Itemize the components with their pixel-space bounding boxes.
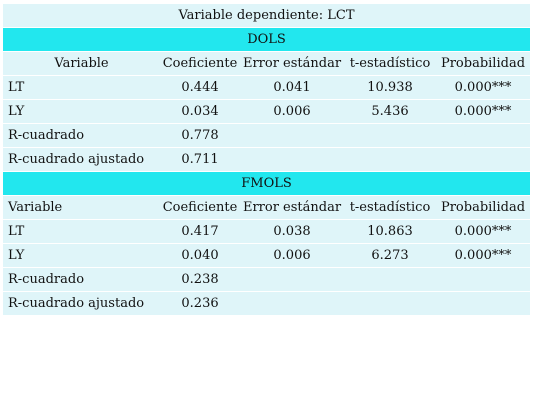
coef-value: 0.444 (181, 80, 219, 95)
t-value (344, 124, 436, 147)
header-probabilidad: Probabilidad (440, 56, 526, 71)
row-label: R-cuadrado (8, 272, 85, 287)
section-title: FMOLS (241, 176, 292, 191)
coef-value: 0.778 (181, 128, 219, 143)
table-title-row: Variable dependiente: LCT (3, 4, 530, 28)
section-header-dols: DOLS (3, 28, 530, 52)
coef-value: 0.236 (181, 296, 219, 311)
row-label: R-cuadrado ajustado (8, 152, 145, 167)
header-error: Error estándar (242, 56, 342, 71)
coef-value: 0.034 (181, 104, 219, 119)
coef-value: 0.711 (181, 152, 219, 167)
table-row: R-cuadrado ajustado 0.236 (3, 292, 530, 316)
prob-value (436, 148, 530, 171)
prob-value: 0.000*** (454, 104, 512, 119)
table-row: LT 0.417 0.038 10.863 0.000*** (3, 220, 530, 244)
t-value: 6.273 (371, 248, 409, 263)
header-t: t-estadístico (349, 56, 431, 71)
table-title: Variable dependiente: LCT (178, 8, 355, 23)
error-value: 0.006 (273, 248, 311, 263)
table-row: R-cuadrado ajustado 0.711 (3, 148, 530, 172)
section-header-fmols: FMOLS (3, 172, 530, 196)
table-row: LY 0.040 0.006 6.273 0.000*** (3, 244, 530, 268)
header-variable: Variable (8, 200, 63, 215)
error-value: 0.006 (273, 104, 311, 119)
t-value: 5.436 (371, 104, 409, 119)
t-value (344, 148, 436, 171)
row-label: LT (8, 80, 25, 95)
coef-value: 0.040 (181, 248, 219, 263)
header-coeficiente: Coeficiente (162, 200, 238, 215)
column-header-row: Variable Coeficiente Error estándar t-es… (3, 52, 530, 76)
prob-value: 0.000*** (454, 224, 512, 239)
column-header-row: Variable Coeficiente Error estándar t-es… (3, 196, 530, 220)
t-value (344, 268, 436, 291)
row-label: R-cuadrado (8, 128, 85, 143)
results-table: Variable dependiente: LCT DOLS Variable … (3, 4, 530, 316)
row-label: LT (8, 224, 25, 239)
row-label: LY (8, 104, 25, 119)
prob-value (436, 292, 530, 315)
table-row: LY 0.034 0.006 5.436 0.000*** (3, 100, 530, 124)
t-value: 10.938 (367, 80, 413, 95)
table-row: R-cuadrado 0.238 (3, 268, 530, 292)
coef-value: 0.238 (181, 272, 219, 287)
error-value: 0.038 (273, 224, 311, 239)
error-value (240, 124, 344, 147)
t-value: 10.863 (367, 224, 413, 239)
header-variable: Variable (54, 56, 109, 71)
prob-value: 0.000*** (454, 80, 512, 95)
header-t: t-estadístico (349, 200, 431, 215)
section-title: DOLS (247, 32, 286, 47)
t-value (344, 292, 436, 315)
row-label: R-cuadrado ajustado (8, 296, 145, 311)
table-row: LT 0.444 0.041 10.938 0.000*** (3, 76, 530, 100)
table-row: R-cuadrado 0.778 (3, 124, 530, 148)
error-value: 0.041 (273, 80, 311, 95)
header-error: Error estándar (242, 200, 342, 215)
coef-value: 0.417 (181, 224, 219, 239)
prob-value: 0.000*** (454, 248, 512, 263)
header-probabilidad: Probabilidad (440, 200, 526, 215)
header-coeficiente: Coeficiente (162, 56, 238, 71)
row-label: LY (8, 248, 25, 263)
error-value (240, 148, 344, 171)
error-value (240, 268, 344, 291)
prob-value (436, 124, 530, 147)
prob-value (436, 268, 530, 291)
error-value (240, 292, 344, 315)
